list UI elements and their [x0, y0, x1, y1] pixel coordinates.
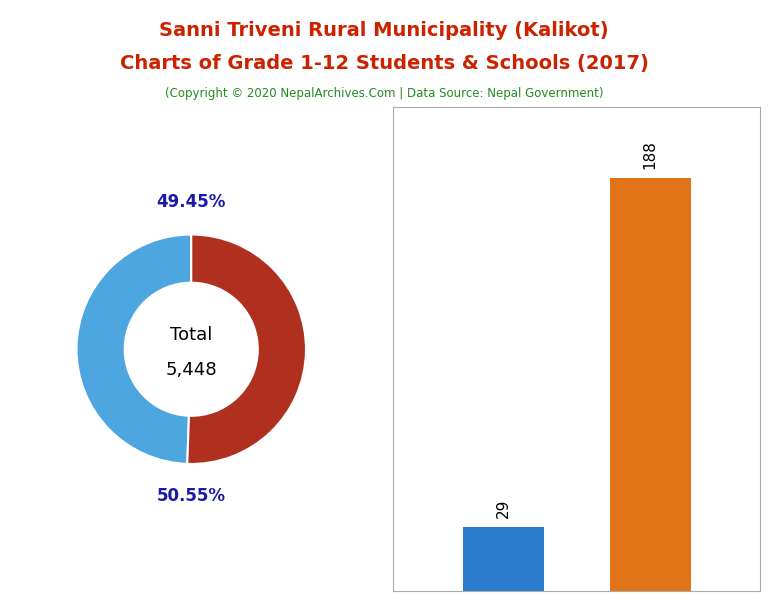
Text: (Copyright © 2020 NepalArchives.Com | Data Source: Nepal Government): (Copyright © 2020 NepalArchives.Com | Da…: [165, 87, 603, 100]
Text: Sanni Triveni Rural Municipality (Kalikot): Sanni Triveni Rural Municipality (Kaliko…: [159, 21, 609, 40]
Text: Charts of Grade 1-12 Students & Schools (2017): Charts of Grade 1-12 Students & Schools …: [120, 54, 648, 73]
Wedge shape: [187, 235, 306, 464]
Text: Total: Total: [170, 327, 213, 344]
Text: 50.55%: 50.55%: [157, 487, 226, 505]
Text: 5,448: 5,448: [165, 361, 217, 379]
Text: 188: 188: [643, 140, 657, 169]
Wedge shape: [77, 235, 191, 464]
Bar: [610, 178, 690, 591]
Text: 49.45%: 49.45%: [157, 193, 226, 211]
Bar: [463, 527, 544, 591]
Text: 29: 29: [496, 499, 511, 518]
